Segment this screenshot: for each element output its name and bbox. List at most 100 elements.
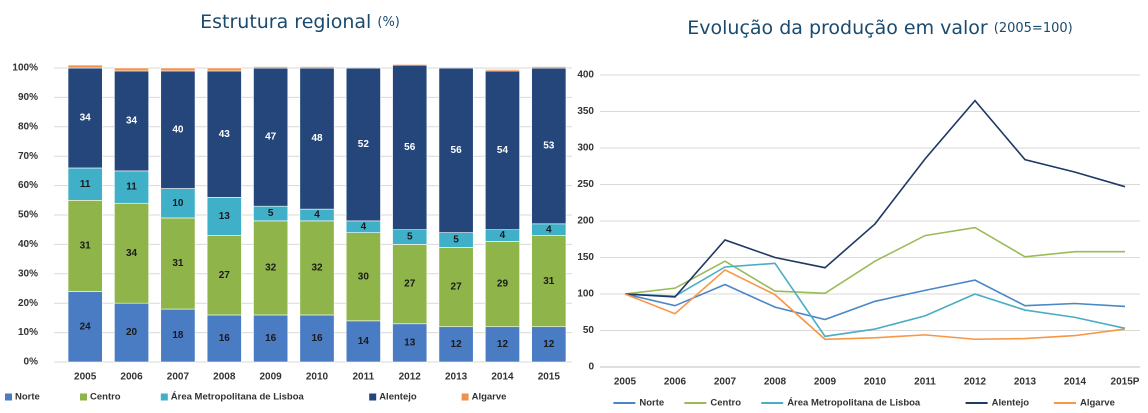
data-label: 31	[172, 258, 184, 269]
legend-swatch	[5, 393, 12, 401]
bar-segment	[67, 291, 103, 363]
bar-segment	[206, 314, 242, 363]
bar-segment	[531, 326, 567, 363]
data-label: 20	[126, 327, 138, 338]
legend-label: Norte	[15, 392, 40, 403]
legend-label: Alentejo	[379, 392, 417, 403]
data-label: 5	[453, 235, 459, 246]
bar-segment	[438, 326, 474, 363]
x-tick-label: 2015P	[1111, 377, 1140, 388]
data-label: 16	[219, 333, 231, 344]
data-label: 4	[500, 230, 506, 241]
data-label: 16	[311, 333, 323, 344]
data-label: 32	[311, 263, 323, 274]
bar-segment	[531, 66, 567, 69]
y-tick-label: 250	[577, 179, 594, 190]
bar-segment	[67, 64, 103, 69]
data-label: 24	[80, 321, 92, 332]
y-tick-label: 400	[577, 70, 594, 81]
y-tick-label: 20%	[18, 298, 38, 309]
bar-segment	[253, 67, 289, 207]
data-label: 56	[451, 145, 463, 156]
legend-label: Alentejo	[992, 398, 1030, 409]
line-series	[624, 268, 1126, 341]
bar-segment	[345, 320, 381, 363]
bar-segment	[206, 70, 242, 198]
x-tick-label: 2011	[914, 377, 936, 388]
x-tick-label: 2015	[538, 372, 561, 383]
legend-swatch	[369, 393, 377, 401]
x-tick-label: 2008	[213, 372, 236, 383]
x-tick-label: 2011	[353, 372, 375, 383]
data-label: 12	[451, 339, 463, 350]
x-tick-label: 2006	[120, 372, 143, 383]
bar-segment	[438, 67, 474, 233]
bar-segment	[67, 67, 103, 169]
bar-segment	[484, 70, 520, 230]
y-tick-label: 50	[583, 325, 595, 336]
bar-segment	[345, 66, 381, 69]
bar-segment	[299, 314, 335, 363]
data-label: 11	[126, 182, 137, 193]
data-label: 54	[497, 145, 509, 156]
bar-segment	[484, 241, 520, 328]
data-label: 4	[314, 210, 320, 221]
bar-segment	[160, 67, 196, 72]
x-tick-label: 2010	[864, 377, 887, 388]
data-label: 13	[219, 211, 231, 222]
legend-label: Norte	[639, 398, 664, 409]
legend-label: Área Metropolitana de Lisboa	[787, 398, 921, 409]
x-tick-label: 2013	[1014, 377, 1037, 388]
bar-segment	[206, 67, 242, 72]
line-series	[624, 226, 1125, 295]
y-tick-label: 100%	[12, 63, 38, 74]
x-tick-label: 2012	[964, 377, 987, 388]
bar-segment	[345, 67, 381, 222]
chart-title: Estrutura regional (%)	[200, 11, 400, 33]
bar-segment	[438, 66, 474, 69]
bar-segment	[67, 167, 103, 201]
y-tick-label: 50%	[18, 210, 38, 221]
x-tick-label: 2013	[445, 372, 468, 383]
title-text: Evolução da produção em valor	[687, 17, 988, 39]
x-tick-label: 2012	[399, 372, 422, 383]
legend-label: Área Metropolitana de Lisboa	[171, 392, 305, 403]
bar-segment	[114, 67, 149, 72]
y-tick-label: 40%	[18, 239, 38, 250]
data-label: 34	[80, 113, 92, 124]
y-tick-label: 350	[577, 106, 594, 117]
bar-segment	[253, 220, 289, 316]
x-tick-label: 2010	[306, 372, 329, 383]
data-label: 48	[311, 133, 323, 144]
legend-swatch	[461, 393, 469, 401]
data-label: 18	[172, 330, 184, 341]
title-text: Estrutura regional	[200, 11, 371, 33]
title-unit: (%)	[377, 15, 400, 30]
chart-title: Evolução da produção em valor (2005=100)	[687, 17, 1072, 39]
data-label: 16	[265, 333, 277, 344]
bar-segment	[484, 69, 520, 72]
x-tick-label: 2006	[664, 377, 687, 388]
data-label: 34	[126, 116, 138, 127]
data-label: 12	[497, 339, 509, 350]
x-tick-label: 2009	[814, 377, 837, 388]
bar-segment	[392, 323, 428, 363]
line-series	[624, 262, 1126, 338]
bar-segment	[160, 308, 196, 363]
data-label: 30	[358, 271, 370, 282]
data-label: 47	[265, 132, 277, 143]
bar-segment	[299, 67, 335, 210]
data-label: 53	[543, 141, 555, 152]
y-tick-label: 10%	[18, 327, 38, 338]
y-tick-label: 150	[577, 252, 594, 263]
data-label: 52	[358, 139, 370, 150]
data-label: 5	[407, 232, 413, 243]
legend-label: Centro	[710, 398, 741, 409]
y-tick-label: 60%	[18, 180, 38, 191]
x-tick-label: 2009	[260, 372, 283, 383]
bar-segment	[160, 217, 196, 310]
data-label: 4	[546, 224, 552, 235]
data-label: 11	[80, 179, 91, 190]
data-label: 4	[361, 221, 367, 232]
